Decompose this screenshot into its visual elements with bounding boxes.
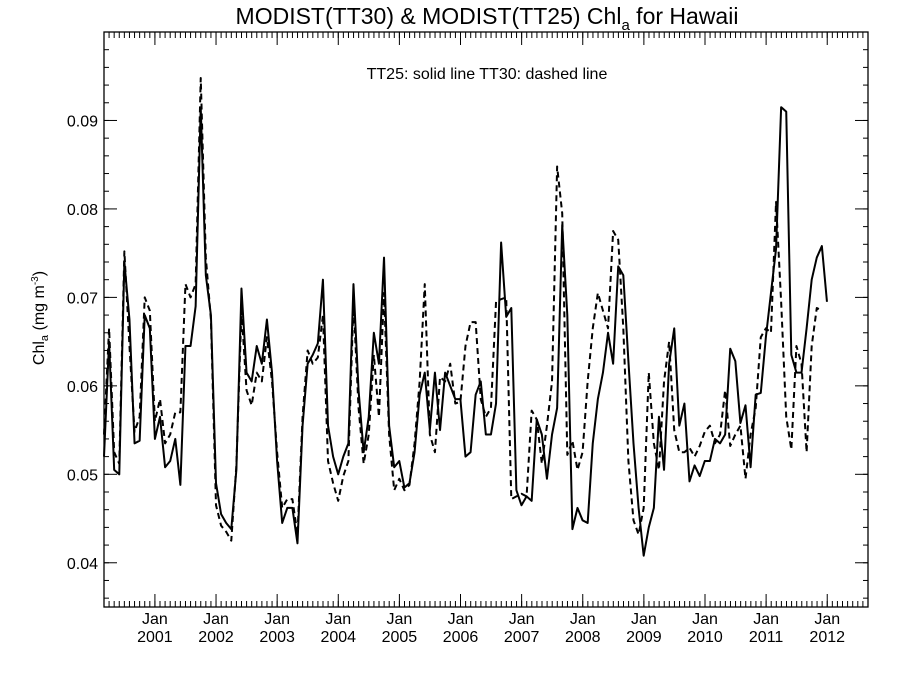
x-tick-label-year: 2010 bbox=[687, 629, 723, 646]
y-tick-label: 0.05 bbox=[67, 467, 98, 484]
title-tail: for Hawaii bbox=[630, 3, 739, 29]
axis-ticks bbox=[104, 31, 869, 607]
x-tick-label-month: Jan bbox=[570, 611, 596, 628]
y-axis-label: Chla (mg m-3) bbox=[30, 271, 51, 365]
y-tick-label: 0.04 bbox=[67, 556, 98, 573]
x-tick-label-year: 2003 bbox=[259, 629, 295, 646]
ylabel-subscript: a bbox=[39, 334, 51, 341]
x-tick-label-year: 2012 bbox=[809, 629, 845, 646]
x-tick-label-month: Jan bbox=[142, 611, 168, 628]
x-tick-label-month: Jan bbox=[509, 611, 535, 628]
ylabel-superscript: -3 bbox=[30, 276, 41, 285]
chart-title: MODIST(TT30) & MODIST(TT25) Chla for Haw… bbox=[236, 3, 739, 34]
x-tick-label-year: 2007 bbox=[504, 629, 540, 646]
line-style-annotation: TT25: solid line TT30: dashed line bbox=[367, 66, 608, 83]
x-tick-label-month: Jan bbox=[753, 611, 779, 628]
y-tick-label: 0.07 bbox=[67, 290, 98, 307]
x-tick-label-month: Jan bbox=[203, 611, 229, 628]
x-tick-label-month: Jan bbox=[814, 611, 840, 628]
x-tick-label-month: Jan bbox=[631, 611, 657, 628]
ylabel-unit: (mg m bbox=[31, 285, 48, 335]
y-tick-label: 0.09 bbox=[67, 113, 98, 130]
title-subscript: a bbox=[621, 17, 630, 34]
x-tick-label-year: 2002 bbox=[198, 629, 234, 646]
x-tick-label-year: 2005 bbox=[382, 629, 418, 646]
x-tick-label-year: 2009 bbox=[626, 629, 662, 646]
series-lines bbox=[103, 77, 828, 557]
y-tick-label: 0.06 bbox=[67, 379, 98, 396]
ylabel-close: ) bbox=[31, 271, 48, 276]
x-tick-label-year: 2004 bbox=[320, 629, 356, 646]
x-tick-label-month: Jan bbox=[448, 611, 474, 628]
x-tick-label-year: 2001 bbox=[137, 629, 173, 646]
solid-series-line bbox=[103, 106, 828, 557]
x-tick-label-year: 2006 bbox=[443, 629, 479, 646]
dashed-series-line bbox=[103, 77, 823, 542]
axis-tick-labels: Jan2001Jan2002Jan2003Jan2004Jan2005Jan20… bbox=[67, 113, 845, 646]
x-tick-label-year: 2008 bbox=[565, 629, 601, 646]
x-tick-label-year: 2011 bbox=[749, 629, 784, 646]
x-tick-label-month: Jan bbox=[325, 611, 351, 628]
x-tick-label-month: Jan bbox=[692, 611, 718, 628]
title-main: MODIST(TT30) & MODIST(TT25) Chl bbox=[236, 3, 622, 29]
ylabel-main: Chl bbox=[31, 341, 48, 365]
x-tick-label-month: Jan bbox=[386, 611, 412, 628]
y-tick-label: 0.08 bbox=[67, 202, 98, 219]
x-tick-label-month: Jan bbox=[264, 611, 290, 628]
plot-frame bbox=[103, 31, 869, 608]
